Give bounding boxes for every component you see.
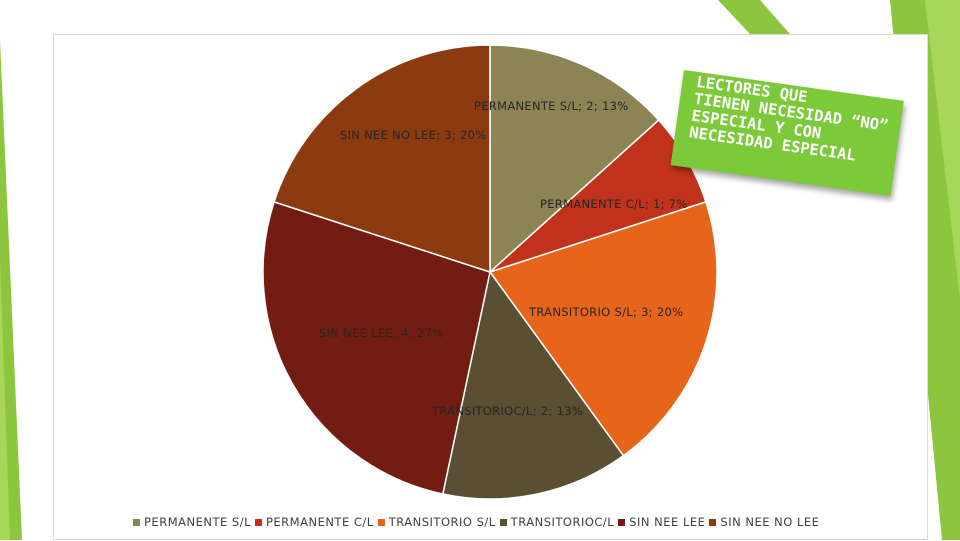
pie-chart — [262, 44, 718, 500]
legend-item-3: TRANSITORIO S/L — [377, 515, 496, 529]
pie-slice-5 — [262, 200, 491, 495]
legend-label-3: TRANSITORIO S/L — [388, 515, 496, 529]
legend-swatch-1 — [133, 518, 140, 526]
data-label-1: PERMANENTE S/L; 2; 13% — [474, 99, 629, 113]
pie-slice-6 — [273, 44, 491, 274]
legend-label-1: PERMANENTE S/L — [144, 515, 251, 529]
legend-swatch-3 — [377, 518, 385, 526]
legend-swatch-2 — [254, 518, 262, 526]
legend-item-4: TRANSITORIOC/L — [499, 515, 615, 529]
legend-swatch-5 — [618, 518, 626, 526]
right-green-stripe-light — [925, 0, 960, 300]
data-label-4: TRANSITORIOC/L; 2; 13% — [432, 404, 584, 418]
legend-item-1: PERMANENTE S/L — [133, 515, 251, 529]
legend-item-5: SIN NEE LEE — [618, 515, 705, 529]
pie-slice-3 — [488, 200, 718, 457]
pie-slice-1 — [489, 44, 660, 274]
legend-label-4: TRANSITORIOC/L — [510, 515, 615, 529]
legend-item-6: SIN NEE NO LEE — [709, 515, 819, 529]
top-green-stripe — [718, 0, 790, 34]
legend-label-2: PERMANENTE C/L — [265, 515, 374, 529]
data-label-6: SIN NEE NO LEE; 3; 20% — [340, 128, 487, 142]
legend-item-2: PERMANENTE C/L — [254, 515, 374, 529]
chart-legend: PERMANENTE S/L PERMANENTE C/L TRANSITORIO … — [133, 515, 823, 529]
legend-swatch-6 — [709, 518, 717, 526]
data-label-5: SIN NEE LEE; 4; 27% — [319, 326, 444, 340]
legend-swatch-4 — [499, 518, 507, 526]
legend-label-5: SIN NEE LEE — [629, 515, 706, 529]
left-green-stripe-light — [0, 260, 10, 540]
legend-label-6: SIN NEE NO LEE — [720, 515, 820, 529]
data-label-3: TRANSITORIO S/L; 3; 20% — [529, 305, 684, 319]
data-label-2: PERMANENTE C/L; 1; 7% — [540, 197, 688, 211]
pie-slice-4 — [441, 270, 625, 500]
